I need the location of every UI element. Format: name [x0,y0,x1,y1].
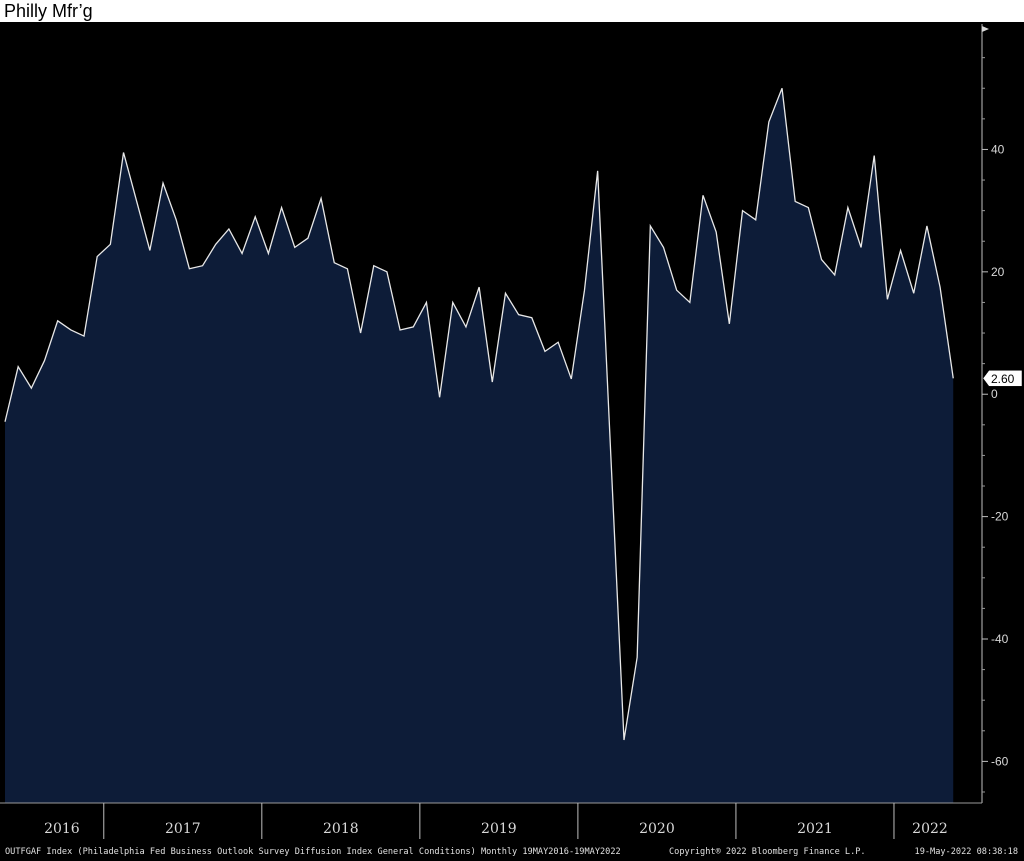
last-value-badge [982,370,1023,387]
y-tick-label: 20 [991,265,1005,279]
x-tick-label: 2019 [481,821,517,837]
y-tick-label: 40 [991,142,1005,156]
footer-copyright: Copyright® 2022 Bloomberg Finance L.P. [669,847,866,857]
x-tick-label: 2016 [44,821,80,837]
y-axis-arrow-icon [982,26,989,32]
last-value-label: 2.60 [991,372,1015,386]
x-tick-label: 2018 [323,821,359,837]
y-tick-label: -60 [991,754,1009,768]
x-tick-label: 2021 [797,821,833,837]
chart-footer: OUTFGAF Index (Philadelphia Fed Business… [0,843,1024,861]
x-tick-label: 2020 [639,821,675,837]
y-tick-label: -20 [991,510,1009,524]
y-tick-label: 0 [991,387,998,401]
x-tick-label: 2022 [912,821,948,837]
y-tick-label: -40 [991,632,1009,646]
area-chart[interactable]: 40 20 0 -20 -40 -60 2.60 2016 2017 2018 2019 2020 2… [0,22,1024,843]
footer-description: OUTFGAF Index (Philadelphia Fed Business… [5,847,621,857]
chart-panel: 40 20 0 -20 -40 -60 2.60 2016 2017 2018 2019 2020 2… [0,22,1024,861]
footer-timestamp: 19-May-2022 08:38:18 [914,847,1018,857]
page-title: Philly Mfr’g [4,1,93,21]
area-fill [5,88,954,803]
x-tick-label: 2017 [165,821,201,837]
